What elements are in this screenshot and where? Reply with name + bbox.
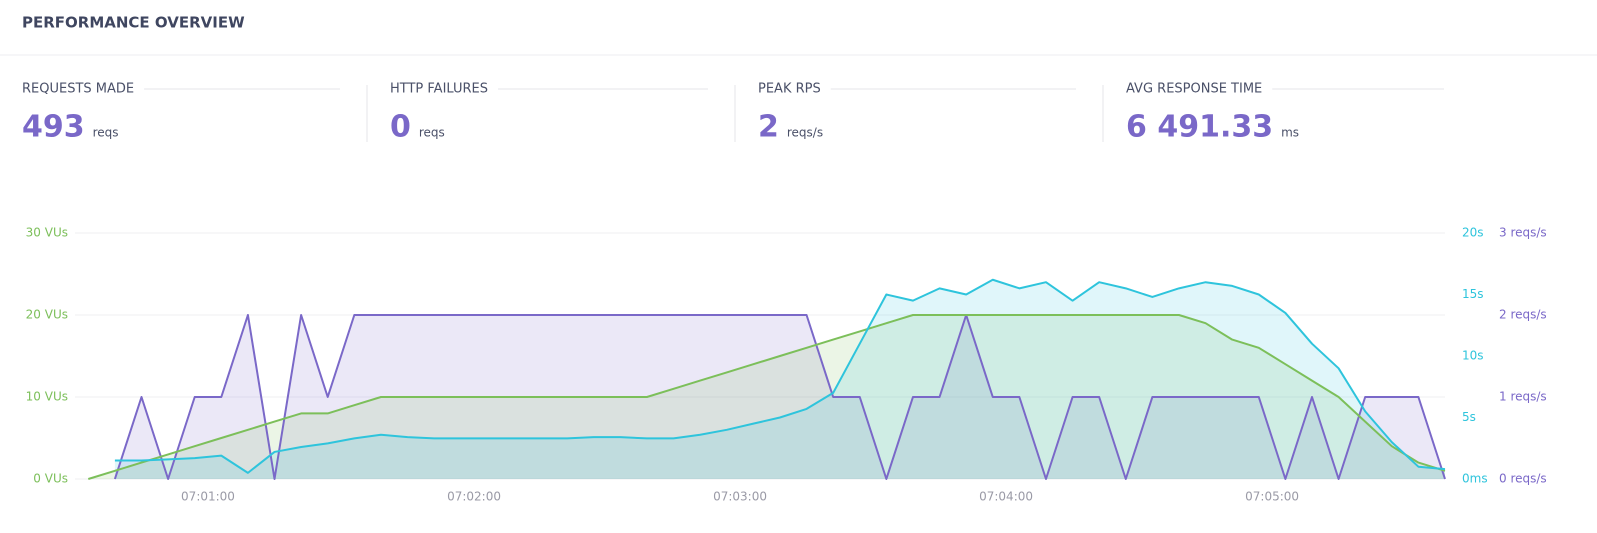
x-tick-label: 07:02:00 bbox=[447, 490, 501, 504]
panel-title: PERFORMANCE OVERVIEW bbox=[22, 14, 245, 32]
stat-label: REQUESTS MADE bbox=[22, 82, 134, 97]
stat-label: AVG RESPONSE TIME bbox=[1126, 82, 1262, 97]
y3-tick-label: 2 reqs/s bbox=[1499, 308, 1547, 322]
stat-value: 493 bbox=[22, 110, 85, 145]
y-tick-label: 0 VUs bbox=[33, 472, 68, 486]
stat-value: 6 491.33 bbox=[1126, 110, 1273, 145]
y-tick-label: 10 VUs bbox=[26, 390, 68, 404]
series-line bbox=[113, 314, 1446, 480]
x-tick-label: 07:01:00 bbox=[181, 490, 235, 504]
stat-value: 0 bbox=[390, 110, 411, 145]
stat-value: 2 bbox=[758, 110, 779, 145]
stat-label: HTTP FAILURES bbox=[390, 82, 488, 97]
x-tick-label: 07:05:00 bbox=[1245, 490, 1299, 504]
series-line bbox=[88, 314, 1446, 480]
x-tick-label: 07:04:00 bbox=[979, 490, 1033, 504]
y3-tick-label: 3 reqs/s bbox=[1499, 226, 1547, 240]
y2-tick-label: 5s bbox=[1462, 410, 1476, 424]
y3-tick-label: 0 reqs/s bbox=[1499, 472, 1547, 486]
stat-unit: ms bbox=[1281, 126, 1299, 140]
y-tick-label: 20 VUs bbox=[26, 308, 68, 322]
stat-unit: reqs bbox=[419, 126, 445, 140]
y-tick-label: 30 VUs bbox=[26, 226, 68, 240]
x-tick-label: 07:03:00 bbox=[713, 490, 767, 504]
series-line bbox=[114, 278, 1446, 474]
y2-tick-label: 10s bbox=[1462, 349, 1484, 363]
y3-tick-label: 1 reqs/s bbox=[1499, 390, 1547, 404]
series-area bbox=[114, 279, 1445, 479]
stat-unit: reqs bbox=[93, 126, 119, 140]
y2-tick-label: 15s bbox=[1462, 287, 1484, 301]
y2-tick-label: 0ms bbox=[1462, 472, 1488, 486]
stat-unit: reqs/s bbox=[787, 126, 823, 140]
stat-label: PEAK RPS bbox=[758, 82, 821, 97]
y2-tick-label: 20s bbox=[1462, 226, 1484, 240]
